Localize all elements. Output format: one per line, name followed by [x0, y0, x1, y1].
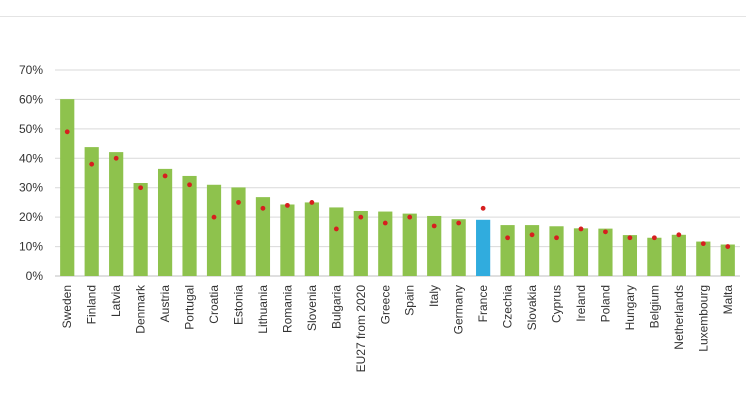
- bar: [451, 219, 466, 276]
- bar: [157, 168, 173, 276]
- x-category-label: Spain: [403, 285, 417, 316]
- marker-point: [64, 129, 70, 135]
- marker-point: [456, 220, 462, 226]
- x-category-label: Slovakia: [525, 285, 539, 331]
- bar: [524, 225, 540, 276]
- x-category-label: Portugal: [183, 285, 197, 330]
- y-tick-label: 20%: [19, 210, 43, 224]
- x-category-label: Ireland: [574, 285, 588, 322]
- x-category-label: Belgium: [647, 285, 661, 328]
- y-tick-label: 60%: [19, 92, 43, 106]
- x-category-label: EU27 from 2020: [354, 285, 368, 373]
- top-rule: [0, 16, 746, 17]
- marker-point: [187, 182, 192, 188]
- x-category-label: Romania: [280, 285, 294, 333]
- y-tick-label: 40%: [19, 151, 43, 165]
- marker-point: [89, 161, 95, 167]
- marker-point: [113, 155, 119, 161]
- bar: [647, 237, 662, 276]
- bar: [84, 147, 99, 276]
- y-tick-label: 0%: [26, 269, 44, 283]
- bars: [60, 99, 735, 277]
- y-tick-label: 10%: [19, 240, 43, 254]
- marker-point: [651, 235, 657, 241]
- marker-point: [627, 235, 633, 241]
- marker-point: [554, 235, 559, 241]
- marker-point: [358, 214, 364, 220]
- y-axis-tick-labels: 0% 10% 20% 30% 40% 50% 60% 70%: [19, 63, 43, 283]
- y-tick-label: 70%: [19, 63, 43, 77]
- x-category-label: Austria: [158, 285, 172, 323]
- x-category-label: France: [476, 285, 490, 323]
- x-category-label: Croatia: [207, 285, 221, 324]
- marker-point: [382, 220, 388, 226]
- bar: [622, 235, 638, 276]
- x-category-label: Luxembourg: [696, 285, 710, 352]
- marker-point: [578, 226, 584, 232]
- marker-point: [260, 205, 266, 211]
- bar: [353, 210, 368, 276]
- gridlines: [55, 69, 740, 277]
- bar: [573, 228, 589, 276]
- bar: [329, 207, 344, 276]
- marker-point: [603, 229, 608, 235]
- bar: [182, 175, 197, 276]
- bar: [720, 244, 735, 276]
- marker-point: [676, 232, 682, 238]
- bar: [598, 228, 613, 276]
- x-category-label: Netherlands: [672, 285, 686, 350]
- x-category-label: Bulgaria: [329, 285, 343, 329]
- bar: [280, 204, 295, 276]
- x-category-label: Cyprus: [550, 285, 564, 323]
- bar: [549, 226, 564, 276]
- x-category-label: Hungary: [623, 285, 637, 330]
- bar: [671, 234, 686, 276]
- marker-point: [505, 235, 510, 241]
- x-category-label: Poland: [598, 285, 612, 322]
- bar: [402, 213, 417, 276]
- y-tick-label: 30%: [19, 181, 43, 195]
- x-category-label: Sweden: [60, 285, 74, 328]
- bar: [255, 197, 271, 276]
- marker-point: [333, 226, 339, 232]
- x-category-label: Malta: [721, 285, 735, 315]
- x-category-label: Estonia: [231, 285, 245, 325]
- x-category-label: Germany: [452, 285, 466, 334]
- marker-point: [236, 200, 241, 205]
- bar: [109, 152, 124, 276]
- marker-point: [138, 185, 144, 191]
- markers: [64, 129, 731, 249]
- x-category-label: Denmark: [134, 284, 148, 334]
- marker-point: [162, 173, 168, 179]
- marker-point: [407, 214, 413, 220]
- y-tick-label: 50%: [19, 122, 43, 136]
- marker-point: [725, 244, 731, 249]
- x-category-label: Lithuania: [256, 285, 270, 334]
- marker-point: [700, 241, 706, 247]
- marker-point: [211, 214, 217, 220]
- bar: [500, 225, 515, 276]
- x-axis-category-labels: Sweden Finland Latvia Denmark Austria Portuga…: [60, 284, 735, 372]
- x-category-label: Czechia: [501, 285, 515, 329]
- bar: [231, 187, 246, 276]
- marker-point: [529, 232, 535, 238]
- marker-point: [431, 223, 437, 229]
- x-category-label: Finland: [85, 285, 99, 324]
- marker-point: [480, 205, 486, 211]
- bar: [206, 184, 222, 276]
- bar: [304, 202, 319, 276]
- x-category-label: Latvia: [109, 285, 123, 317]
- bar: [427, 215, 442, 276]
- bar: [378, 211, 393, 276]
- bar: [133, 183, 148, 276]
- marker-point: [285, 202, 290, 208]
- x-category-label: Italy: [427, 285, 441, 307]
- x-category-label: Greece: [378, 285, 392, 325]
- x-category-label: Slovenia: [305, 285, 319, 331]
- bar: [60, 99, 75, 277]
- bar: [476, 219, 491, 276]
- bar: [696, 241, 711, 276]
- marker-point: [309, 200, 315, 205]
